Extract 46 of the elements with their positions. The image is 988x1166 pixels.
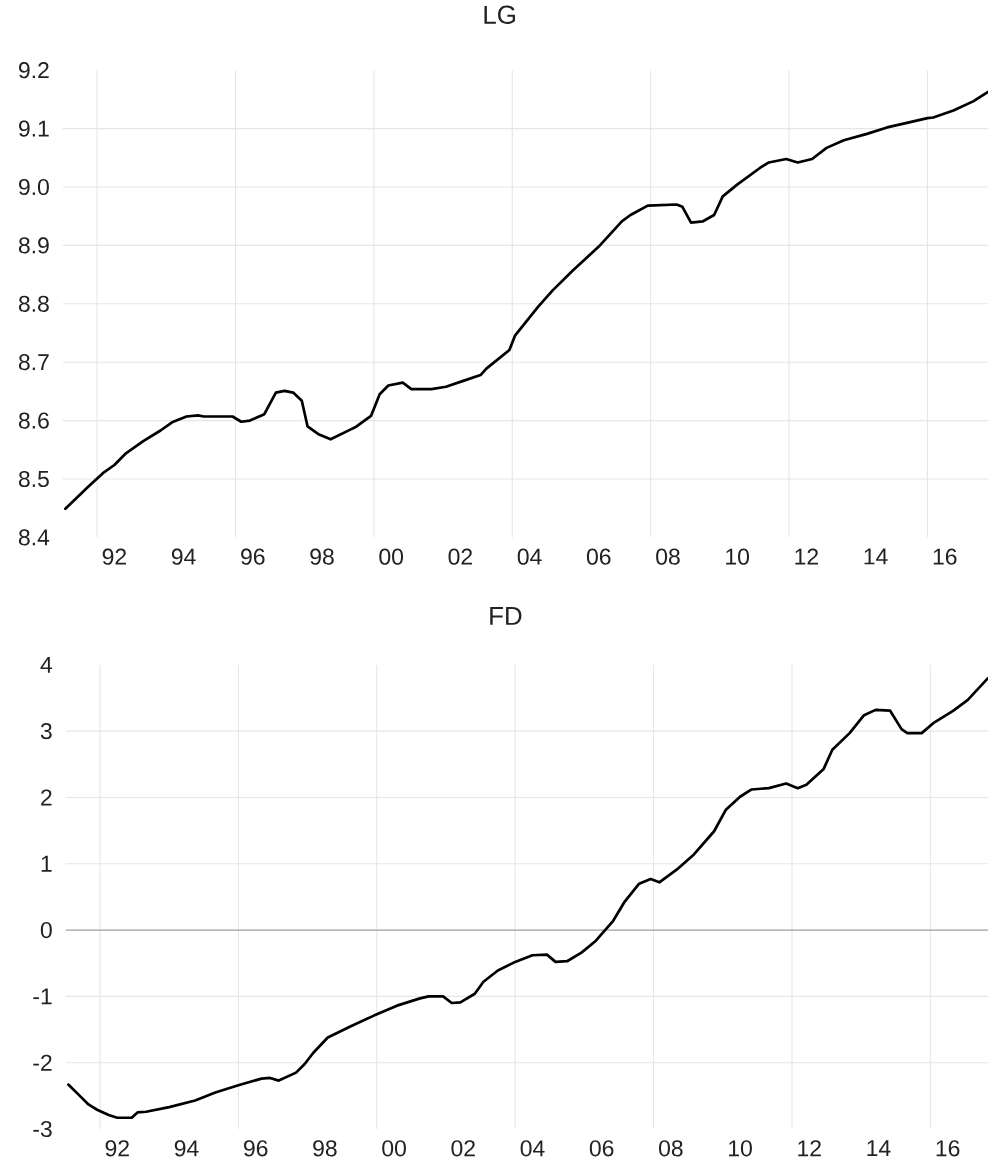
y-tick-label: 9.2: [19, 62, 49, 79]
line-series: [66, 676, 988, 1120]
y-tick-label: 3: [40, 723, 52, 740]
x-tick-label: 96: [244, 1140, 268, 1157]
x-tick-label: 08: [656, 548, 680, 565]
x-tick-label: 00: [382, 1140, 406, 1157]
x-tick-label: 12: [795, 548, 818, 565]
x-tick-label: 04: [520, 1140, 545, 1157]
y-tick-label: -1: [33, 988, 52, 1005]
y-tick-label: 8.8: [18, 295, 49, 312]
x-tick-label: 92: [102, 548, 126, 565]
x-tick-label: 08: [659, 1140, 683, 1157]
y-tick-label: 2: [41, 789, 52, 806]
y-tick-label: 9.1: [19, 120, 49, 137]
x-tick-label: 98: [310, 548, 334, 565]
x-tick-label: 94: [174, 1140, 199, 1157]
y-tick-label: 1: [41, 855, 52, 872]
y-tick-label: 9.0: [19, 178, 49, 196]
chart-title: FD: [490, 606, 522, 625]
y-tick-label: 8.6: [18, 412, 49, 429]
x-tick-label: 96: [241, 548, 265, 565]
x-tick-label: 10: [726, 548, 750, 565]
y-tick-label: 8.9: [18, 237, 49, 254]
x-tick-label: 10: [729, 1140, 752, 1157]
y-tick-label: 4: [40, 656, 53, 673]
x-tick-label: 04: [517, 548, 542, 565]
y-tick-label: 8.4: [18, 529, 50, 546]
x-tick-label: 06: [589, 1140, 614, 1157]
y-tick-label: 0: [40, 921, 52, 939]
y-tick-label: -3: [33, 1120, 52, 1138]
x-tick-label: 02: [448, 548, 472, 565]
x-tick-label: 12: [798, 1140, 821, 1157]
x-tick-label: 98: [313, 1140, 337, 1157]
x-tick-label: 16: [936, 1140, 960, 1157]
x-tick-label: 14: [864, 548, 888, 565]
x-tick-label: 14: [867, 1140, 891, 1156]
x-tick-label: 02: [451, 1140, 475, 1157]
chart-title: LG: [484, 5, 515, 24]
x-tick-label: 16: [933, 548, 957, 565]
x-tick-label: 94: [171, 548, 196, 565]
y-tick-label: 8.7: [18, 354, 49, 371]
y-tick-label: 8.5: [18, 470, 49, 488]
x-tick-label: 06: [586, 548, 611, 565]
x-tick-label: 92: [105, 1140, 129, 1157]
y-tick-label: -2: [33, 1054, 52, 1071]
x-tick-label: 00: [379, 548, 404, 565]
